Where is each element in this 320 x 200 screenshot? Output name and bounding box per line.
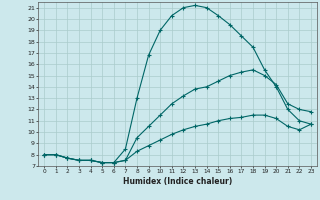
- X-axis label: Humidex (Indice chaleur): Humidex (Indice chaleur): [123, 177, 232, 186]
